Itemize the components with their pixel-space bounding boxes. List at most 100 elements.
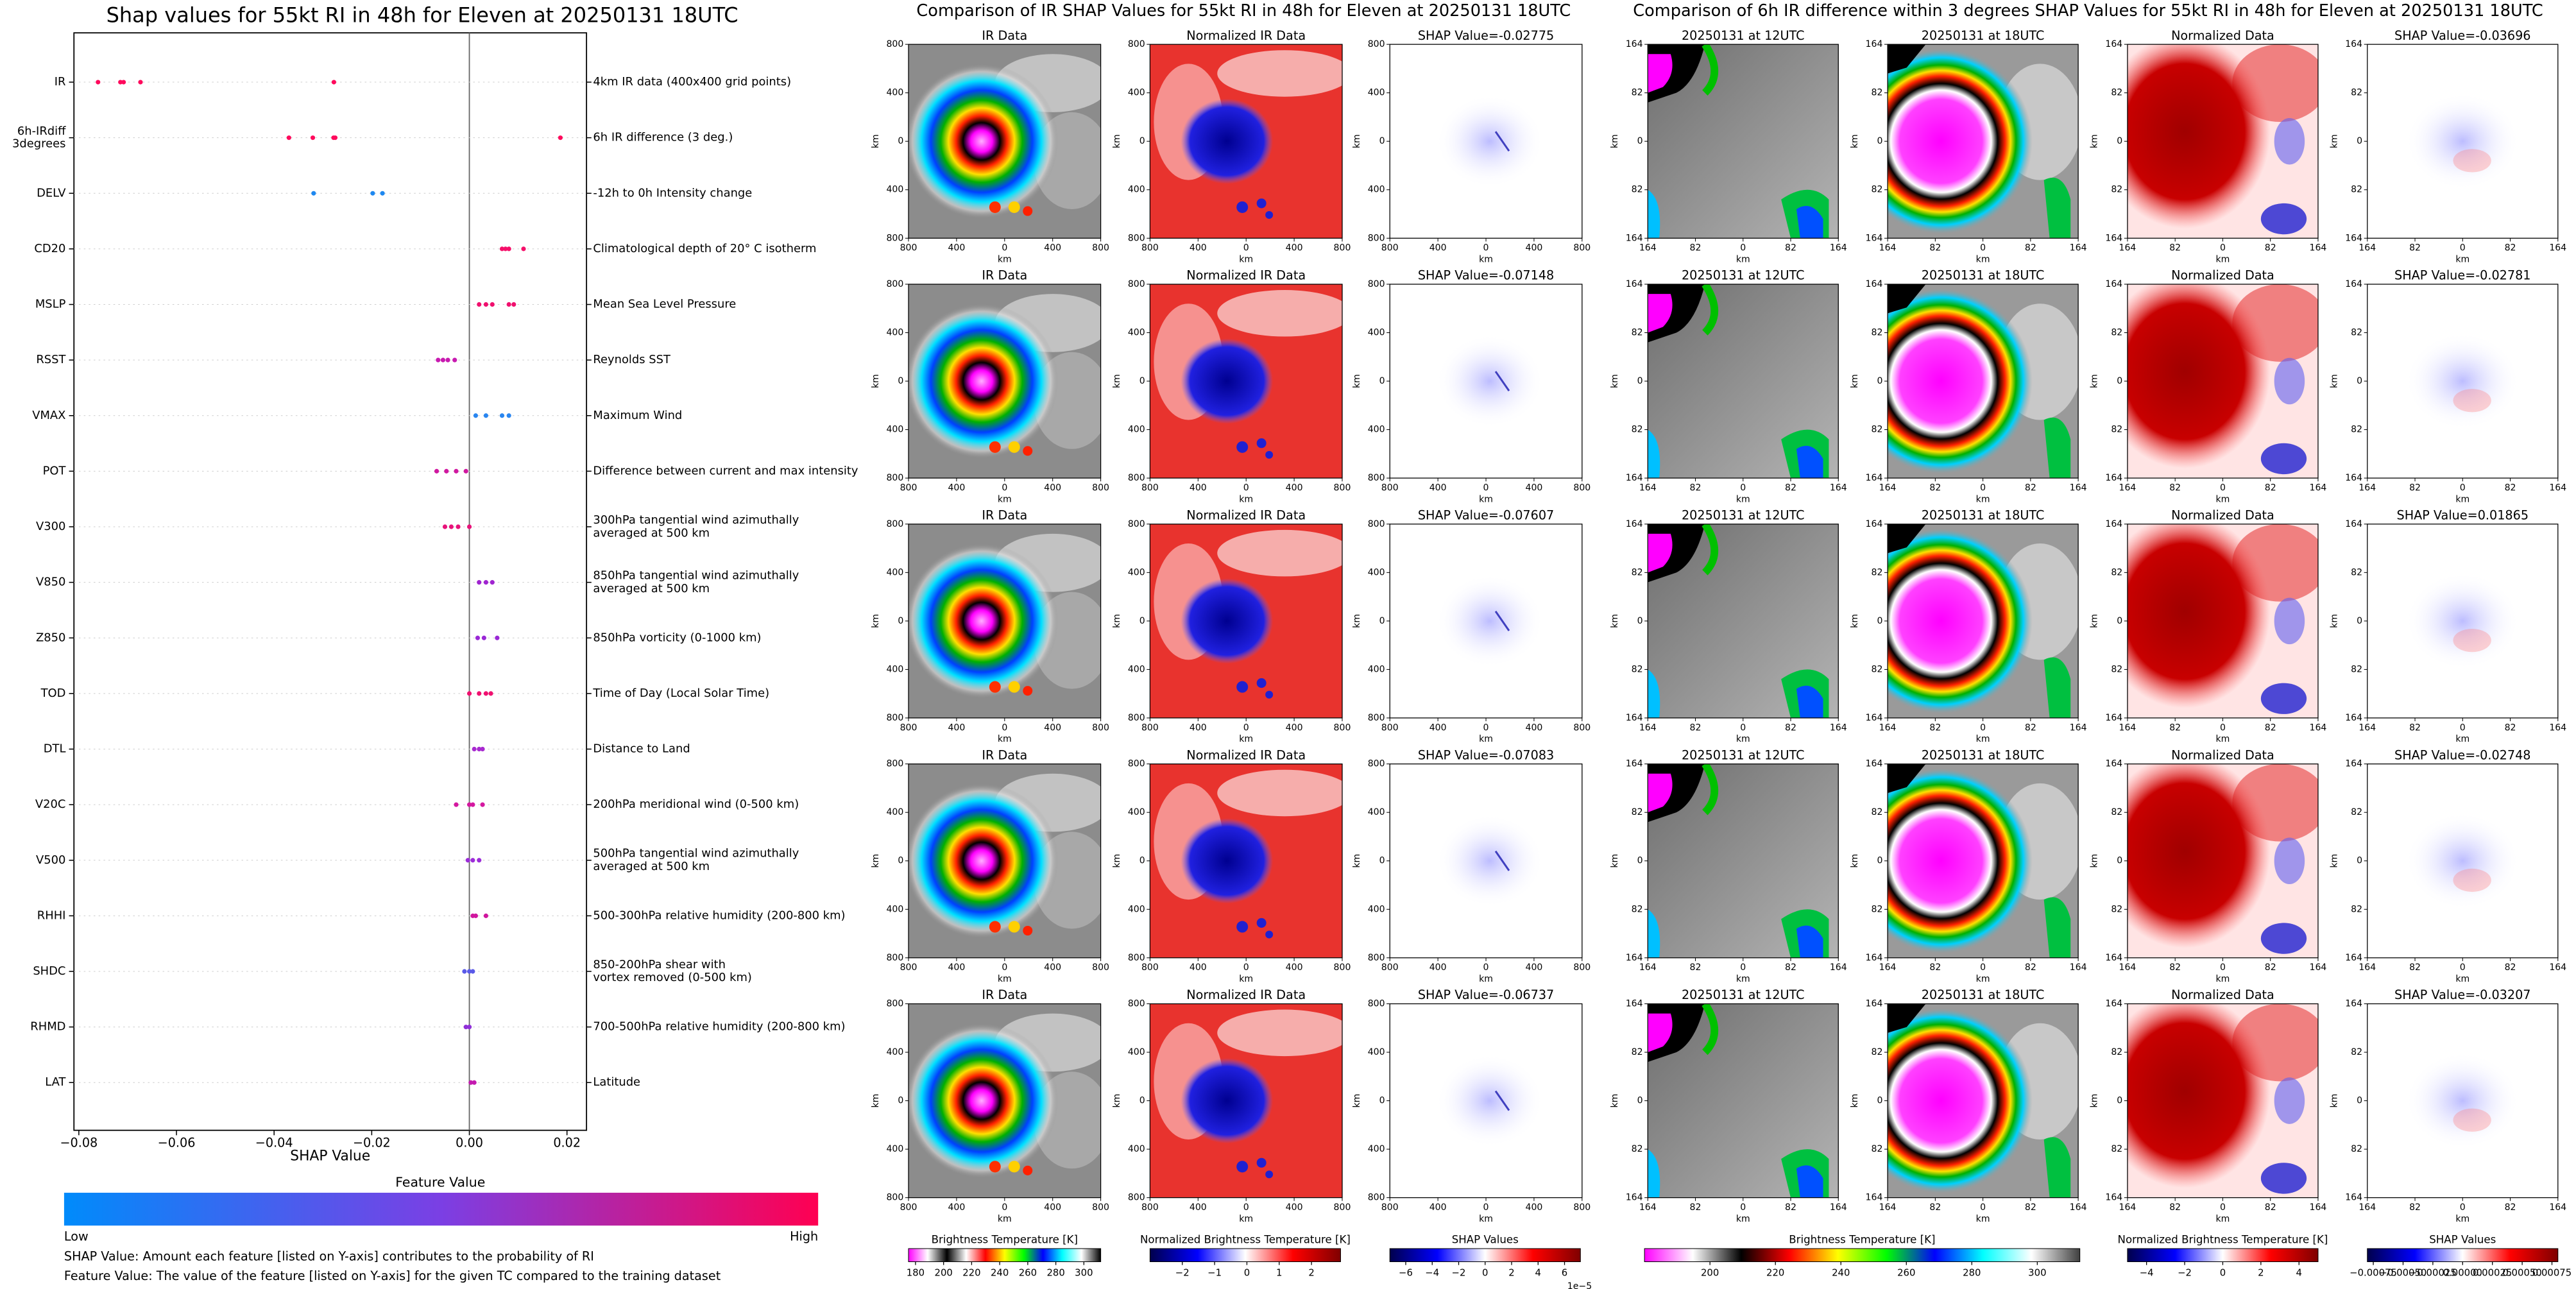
x-tick-label: 82 [1785,1202,1796,1213]
feature-label: V20C [35,798,66,811]
feature-description: Reynolds SST [593,353,670,366]
y-axis-label: km [1850,374,1860,388]
feature-label: 3degrees [12,137,65,150]
x-tick-label: 82 [2505,722,2516,733]
x-tick-label: 800 [1381,482,1399,493]
x-tick-label: 0 [1243,1202,1249,1213]
x-tick-label: −0.06 [158,1136,196,1150]
shap-point [118,80,123,85]
y-tick-label: 82 [1871,328,1882,338]
x-tick-label: 82 [2265,482,2276,493]
feature-description: averaged at 500 km [593,582,710,595]
shap-point [490,302,495,307]
y-tick-label: 82 [2351,1047,2362,1057]
x-tick-label: 0 [1740,962,1746,973]
y-tick-label: 82 [1632,664,1643,674]
y-tick-label: 800 [1128,519,1145,529]
shap-point [444,468,449,474]
x-tick-label: 800 [1334,962,1351,973]
y-tick-label: 800 [1368,519,1385,529]
colorbar-tick-label: 0.00025 [2473,1267,2512,1278]
panel-title: IR Data [982,987,1027,1002]
feature-label: SHDC [33,964,65,978]
y-tick-label: 164 [1626,279,1643,289]
colorbar-tick-label: 200 [935,1267,953,1278]
x-axis-label: km [1736,494,1750,504]
y-tick-label: 164 [1866,759,1883,769]
x-tick-label: 800 [1573,962,1591,973]
x-tick-label: 82 [2409,962,2421,973]
x-tick-label: 400 [948,722,965,733]
x-tick-label: 82 [1690,722,1702,733]
y-tick-label: 800 [1128,759,1145,769]
y-tick-label: 164 [2345,39,2362,49]
feature-description: -12h to 0h Intensity change [593,186,752,200]
x-tick-label: 800 [900,482,917,493]
colorbar-tick-label: −0.00075 [2350,1267,2397,1278]
x-tick-label: 82 [2265,1202,2276,1213]
y-axis-label: km [1352,1094,1362,1108]
x-tick-label: 0 [2220,722,2226,733]
y-tick-label: 82 [1632,88,1643,98]
y-tick-label: 164 [2345,233,2362,243]
y-tick-label: 82 [2351,328,2362,338]
shap-point [456,524,461,529]
y-tick-label: 800 [886,953,903,963]
feature-description: Maximum Wind [593,409,682,422]
x-tick-label: 82 [1690,243,1702,253]
image-panel [908,524,1101,718]
y-tick-label: 0 [1139,376,1145,386]
x-tick-label: 400 [1286,1202,1303,1213]
y-tick-label: 164 [2105,279,2122,289]
y-tick-label: 82 [1871,664,1882,674]
colorbar-tick-label: 0.00050 [2502,1267,2541,1278]
image-panel [2127,524,2318,718]
y-tick-label: 400 [886,904,903,914]
y-tick-label: 82 [1632,807,1643,817]
image-panel [2367,284,2558,479]
image-panel [2127,44,2318,239]
y-tick-label: 164 [1866,519,1883,529]
feature-description: 6h IR difference (3 deg.) [593,131,733,144]
x-tick-label: 164 [2119,722,2136,733]
x-axis-label: km [998,494,1012,504]
x-tick-label: 164 [1830,482,1847,493]
colorbar-tick-label: 4 [2296,1267,2302,1278]
y-tick-label: 82 [1632,904,1643,914]
panel-title: 20250131 at 12UTC [1682,268,1805,283]
y-axis-label: km [1112,854,1122,868]
x-tick-label: 82 [2169,1202,2181,1213]
feature-label: DTL [44,742,66,756]
panel-title: SHAP Value=-0.02781 [2394,268,2530,283]
x-axis-label: km [1976,1214,1990,1224]
panel-title: Normalized Data [2171,987,2274,1002]
y-tick-label: 0 [1139,616,1145,626]
y-tick-label: 164 [1626,473,1643,483]
y-tick-label: 800 [1368,953,1385,963]
x-tick-label: 800 [900,243,917,253]
y-tick-label: 82 [1871,1047,1882,1057]
y-tick-label: 164 [2345,998,2362,1009]
feature-description: 4km IR data (400x400 grid points) [593,75,791,89]
x-tick-label: 164 [2310,962,2327,973]
x-axis-label: km [998,255,1012,265]
y-tick-label: 82 [1632,567,1643,577]
feature-description: averaged at 500 km [593,526,710,540]
colorbar [1644,1248,2081,1263]
y-tick-label: 400 [1368,328,1385,338]
panel-title: Normalized IR Data [1186,508,1306,523]
x-tick-label: 400 [1429,722,1447,733]
colorbar-label: Brightness Temperature [K] [1789,1234,1935,1246]
y-tick-label: 164 [2105,519,2122,529]
feature-description: Climatological depth of 20° C isotherm [593,242,816,255]
x-axis-label: km [1479,1214,1493,1224]
x-axis-label: km [2216,734,2230,744]
x-tick-label: 82 [1785,722,1796,733]
shap-point [480,802,485,807]
x-tick-label: 400 [948,962,965,973]
x-tick-label: 0 [2460,482,2466,493]
x-tick-label: 164 [2119,243,2136,253]
shap-point [96,80,101,85]
x-axis-label: km [2216,255,2230,265]
colorbar-tick-label: 240 [1832,1267,1850,1278]
